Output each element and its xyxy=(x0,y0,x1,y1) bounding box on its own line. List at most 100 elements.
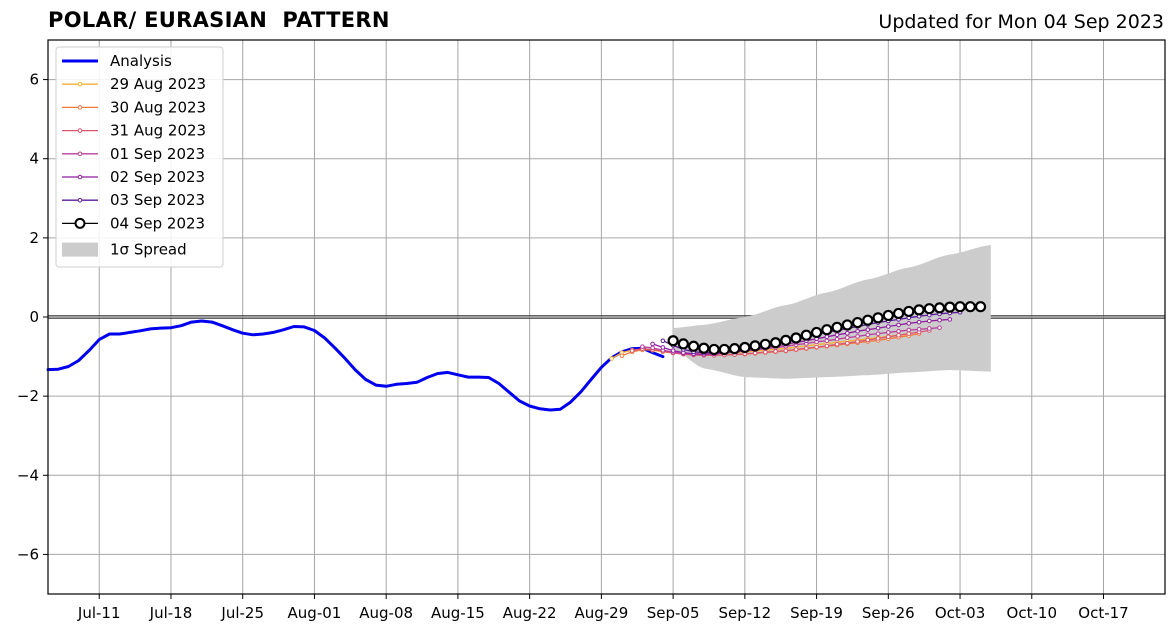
forecast-point xyxy=(886,330,891,335)
x-tick-label: Sep-19 xyxy=(790,604,843,622)
y-tick-label: 2 xyxy=(29,229,39,247)
forecast-point xyxy=(619,353,625,359)
legend-label: 01 Sep 2023 xyxy=(110,145,205,163)
forecast-point xyxy=(824,343,830,349)
forecast-point xyxy=(862,314,874,326)
legend-label: 31 Aug 2023 xyxy=(110,122,206,140)
forecast-point xyxy=(708,343,720,356)
forecast-point xyxy=(739,341,751,354)
forecast-point xyxy=(872,312,884,324)
chart-title: POLAR/ EURASIAN PATTERN xyxy=(48,8,390,32)
forecast-point xyxy=(906,321,912,326)
legend-swatch-marker xyxy=(77,174,83,180)
forecast-point xyxy=(804,345,809,351)
forecast-point xyxy=(906,327,912,333)
forecast-point xyxy=(916,326,922,332)
forecast-point xyxy=(759,338,771,350)
forecast-point xyxy=(688,340,700,352)
forecast-point xyxy=(769,337,782,349)
analysis-line xyxy=(46,319,665,412)
forecast-point xyxy=(845,340,850,346)
y-tick-label: 6 xyxy=(29,71,39,89)
forecast-point xyxy=(834,336,840,342)
forecast-point xyxy=(728,343,741,355)
x-tick-label: Sep-26 xyxy=(862,604,915,622)
forecast-point xyxy=(814,344,819,350)
y-tick-label: −2 xyxy=(17,387,39,405)
legend-label: 1σ Spread xyxy=(110,241,187,259)
forecast-point xyxy=(834,342,840,347)
legend-swatch-marker xyxy=(77,128,83,133)
forecast-point xyxy=(886,324,891,329)
forecast-point xyxy=(660,338,666,344)
forecast-point xyxy=(923,303,935,315)
legend-swatch-spread xyxy=(62,242,98,257)
forecast-point xyxy=(749,340,761,352)
forecast-point xyxy=(886,334,891,340)
forecast-point xyxy=(913,304,925,316)
forecast-point xyxy=(660,345,666,350)
forecast-point xyxy=(841,319,853,331)
legend-swatch-marker xyxy=(77,81,83,87)
x-tick-label: Aug-29 xyxy=(574,604,628,622)
forecast-point xyxy=(855,334,860,339)
forecast-point xyxy=(698,342,710,354)
forecast-point xyxy=(790,332,802,344)
forecast-point xyxy=(954,301,966,313)
x-tick-label: Aug-15 xyxy=(431,604,485,622)
forecast-point xyxy=(875,336,881,341)
x-tick-label: Jul-25 xyxy=(220,604,264,622)
forecast-point xyxy=(937,325,942,330)
forecast-point xyxy=(896,332,901,338)
forecast-point xyxy=(650,345,655,351)
chart-subtitle: Updated for Mon 04 Sep 2023 xyxy=(878,11,1164,33)
forecast-point xyxy=(865,332,871,338)
legend: Analysis 29 Aug 2023 30 Aug 2023 31 Aug 202… xyxy=(55,46,224,268)
forecast-point xyxy=(916,319,922,325)
y-tick-label: −6 xyxy=(17,545,39,563)
y-tick-label: −4 xyxy=(17,466,39,484)
y-tick-label: 4 xyxy=(29,150,39,168)
forecast-point xyxy=(944,301,956,313)
forecast-point xyxy=(670,348,676,353)
forecast-point xyxy=(773,349,778,354)
forecast-point xyxy=(855,339,860,344)
forecast-point xyxy=(927,318,932,324)
legend-label: Analysis xyxy=(110,52,172,70)
forecast-point xyxy=(865,337,871,343)
forecast-point xyxy=(845,335,850,340)
forecast-point xyxy=(903,305,915,318)
x-tick-label: Oct-03 xyxy=(935,604,985,622)
legend-swatch-marker xyxy=(77,197,83,203)
x-tick-label: Jul-18 xyxy=(149,604,193,622)
x-tick-label: Sep-05 xyxy=(647,604,700,622)
forecast-point xyxy=(783,348,789,353)
x-tick-label: Aug-01 xyxy=(288,604,342,622)
forecast-point xyxy=(896,322,901,328)
x-tick-label: Jul-11 xyxy=(77,604,121,622)
forecast-point xyxy=(821,324,833,336)
forecast-point xyxy=(831,321,843,333)
forecast-point xyxy=(933,302,946,314)
forecast-point xyxy=(824,338,830,344)
forecast-point xyxy=(974,301,987,313)
forecast-point xyxy=(851,316,864,329)
x-tick-label: Aug-08 xyxy=(359,604,413,622)
forecast-point xyxy=(793,347,799,352)
forecast-point xyxy=(947,317,953,322)
series-lines xyxy=(46,301,987,412)
legend-swatch-marker xyxy=(77,105,83,110)
forecast-point xyxy=(845,330,850,336)
forecast-point xyxy=(892,307,905,320)
forecast-point xyxy=(855,328,860,334)
forecast-point xyxy=(896,328,901,334)
forecast-point xyxy=(875,331,881,336)
forecast-point xyxy=(780,334,792,346)
y-tick-label: 0 xyxy=(29,308,39,326)
forecast-point xyxy=(906,331,912,336)
forecast-point xyxy=(865,327,871,332)
legend-label: 29 Aug 2023 xyxy=(110,75,206,93)
forecast-point xyxy=(677,338,689,350)
forecast-point xyxy=(800,329,812,341)
